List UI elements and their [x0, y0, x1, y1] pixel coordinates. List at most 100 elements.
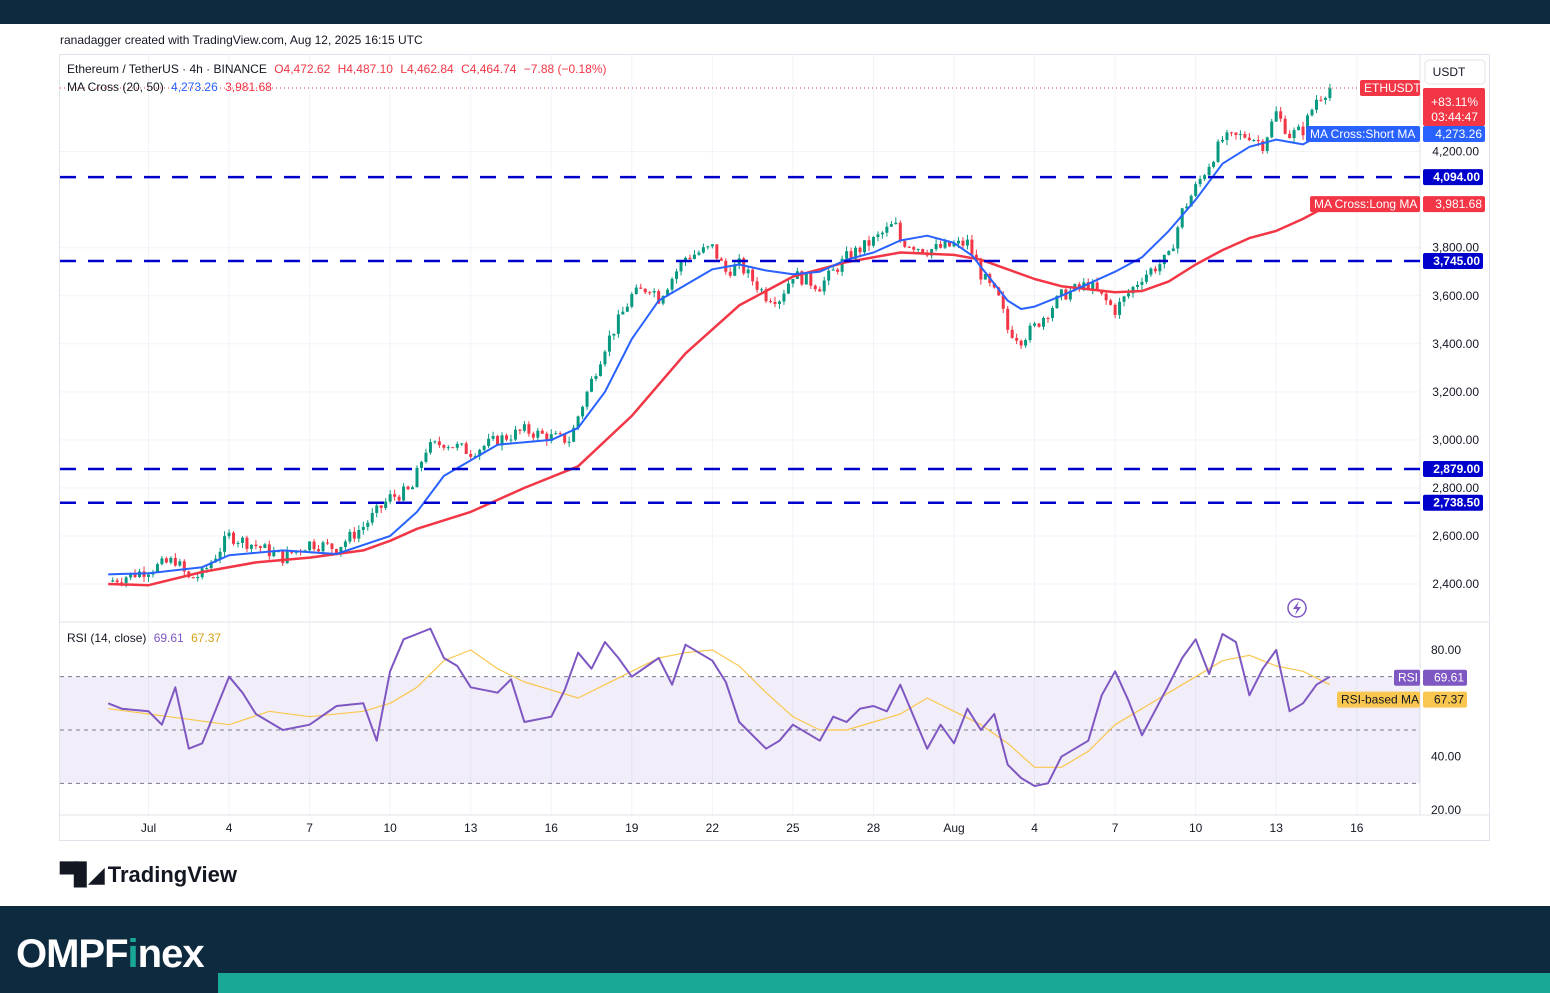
candle-body [701, 247, 705, 253]
candle-body [147, 574, 150, 577]
candle-body [1135, 284, 1139, 287]
rsi-legend-ma: 67.37 [191, 631, 222, 645]
candle-body [867, 240, 871, 246]
candle-body [478, 449, 482, 457]
rsi-ma-line [108, 649, 1331, 768]
candle-body [598, 364, 602, 377]
rsi-tick-label: 20.00 [1431, 803, 1461, 817]
candle-body [786, 283, 790, 294]
long-ma-name-tag-text: MA Cross:Long MA [1314, 197, 1417, 211]
candle-body [585, 391, 589, 407]
ohlc-high: H4,487.10 [337, 62, 393, 76]
time-tick-label: Jul [141, 821, 156, 835]
candle-body [1086, 282, 1090, 290]
candle-body [1297, 126, 1301, 131]
candle-body [500, 435, 504, 446]
candle-body [773, 301, 777, 304]
price-tick-label: 4,200.00 [1432, 145, 1479, 159]
candle-body [827, 270, 831, 281]
candle-body [397, 496, 401, 501]
candle-body [169, 557, 173, 563]
short-ma-name-tag [1306, 126, 1420, 143]
candle-body [160, 558, 164, 565]
ompfinex-logo: OMPFinex [16, 932, 205, 977]
long-ma-value-tag [1423, 196, 1485, 213]
candle-body [670, 278, 674, 290]
candle-body [1149, 268, 1153, 275]
candle-body [930, 249, 934, 256]
candle-body [1091, 282, 1095, 290]
candle-body [818, 289, 822, 292]
candle-body [1122, 296, 1126, 302]
candle-body [1216, 141, 1220, 162]
candle-body [858, 247, 862, 253]
candle-body [1109, 300, 1113, 305]
candle-body [948, 241, 952, 247]
candle-body [639, 287, 643, 289]
ohlc-close: C4,464.74 [461, 62, 517, 76]
candle-body [232, 532, 236, 544]
rsi-name-tag-text: RSI [1398, 671, 1418, 685]
candle-body [164, 558, 168, 563]
candle-body [1006, 308, 1010, 330]
level-price-tag [1423, 494, 1483, 511]
candle-body [509, 439, 513, 441]
candle-body [558, 433, 562, 435]
time-tick-label: 13 [464, 821, 478, 835]
symbol-title: Ethereum / TetherUS · 4h · BINANCE [67, 62, 267, 76]
price-tick-label: 3,000.00 [1432, 433, 1479, 447]
ma-legend-title: MA Cross (20, 50) [67, 80, 164, 94]
candle-body [590, 378, 594, 392]
candle-body [1001, 295, 1005, 309]
candle-body [1131, 286, 1135, 294]
candle-body [1328, 88, 1332, 98]
candle-body [854, 247, 858, 259]
candle-body [205, 568, 209, 570]
candle-body [912, 247, 916, 250]
candle-body [554, 433, 558, 435]
time-tick-label: 22 [706, 821, 720, 835]
candle-body [970, 239, 974, 255]
candle-body [1144, 274, 1148, 282]
candle-body [317, 549, 321, 552]
candle-body [1162, 254, 1166, 265]
candle-body [657, 291, 661, 304]
candle-body [1050, 308, 1054, 318]
candle-body [460, 443, 464, 445]
candle-body [939, 244, 943, 248]
tradingview-logo: ▀▊◢ TradingView [60, 862, 237, 888]
candle-body [1288, 133, 1292, 139]
candle-body [804, 273, 808, 285]
candle-body [343, 541, 347, 547]
candle-body [769, 301, 773, 303]
candle-body [800, 271, 804, 285]
candle-body [715, 244, 719, 259]
candle-body [1127, 293, 1131, 297]
candle-body [1046, 317, 1050, 319]
candle-body [612, 333, 616, 336]
candle-body [1059, 289, 1063, 297]
candle-body [777, 301, 781, 304]
candle-body [415, 467, 419, 488]
time-tick-label: 16 [545, 821, 559, 835]
candle-body [267, 544, 271, 557]
ohlc-change: −7.88 (−0.18%) [523, 62, 607, 76]
pct-change-label: +83.11% [1431, 95, 1478, 109]
candle-body [836, 269, 840, 272]
candle-body [876, 234, 880, 238]
candle-body [1194, 184, 1198, 196]
rsi-ma-name-tag-text: RSI-based MA [1341, 693, 1419, 707]
rsi-value-tag-text: 69.61 [1434, 671, 1464, 685]
candle-body [840, 258, 844, 272]
candle-body [120, 582, 124, 584]
tradingview-mark-icon: ▀▊◢ [60, 862, 105, 888]
candle-body [934, 244, 938, 250]
candle-body [921, 249, 925, 253]
candle-body [196, 577, 200, 579]
candle-body [366, 522, 370, 527]
candle-body [357, 529, 361, 539]
rsi-tick-label: 80.00 [1431, 643, 1461, 657]
candle-body [706, 246, 710, 248]
currency-label: USDT [1433, 65, 1466, 79]
